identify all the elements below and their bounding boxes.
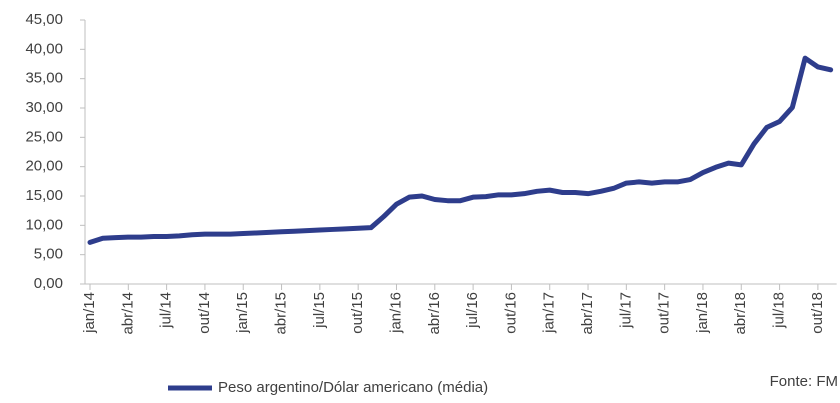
x-tick-label: out/17 xyxy=(656,292,673,334)
x-tick-label: jan/18 xyxy=(694,292,711,334)
x-tick-label: jan/15 xyxy=(234,292,251,334)
x-tick-label: out/18 xyxy=(809,292,826,334)
x-tick-label: jan/16 xyxy=(387,292,404,334)
y-tick-label: 40,00 xyxy=(25,40,63,57)
x-tick-label: out/16 xyxy=(502,292,519,334)
source-note: Fonte: FM xyxy=(770,373,838,390)
y-tick-label: 20,00 xyxy=(25,158,63,175)
y-tick-label: 5,00 xyxy=(34,246,63,263)
x-tick-label: jul/14 xyxy=(158,292,175,329)
y-tick-label: 10,00 xyxy=(25,216,63,233)
x-tick-label: jul/17 xyxy=(617,292,634,329)
x-tick-label: jul/15 xyxy=(311,292,328,329)
legend-label: Peso argentino/Dólar americano (média) xyxy=(218,379,488,396)
x-tick-label: out/14 xyxy=(196,292,213,334)
series-line xyxy=(87,55,834,245)
y-tick-label: 30,00 xyxy=(25,99,63,116)
x-tick-label: abr/17 xyxy=(579,292,596,335)
x-tick-label: abr/18 xyxy=(732,292,749,335)
y-tick-label: 35,00 xyxy=(25,70,63,87)
x-tick-label: jan/17 xyxy=(541,292,558,334)
y-tick-label: 25,00 xyxy=(25,128,63,145)
y-tick-label: 15,00 xyxy=(25,187,63,204)
x-tick-label: abr/15 xyxy=(273,292,290,335)
y-tick-label: 0,00 xyxy=(34,275,63,292)
x-tick-label: jul/18 xyxy=(771,292,788,329)
y-tick-label: 45,00 xyxy=(25,11,63,28)
x-tick-label: abr/14 xyxy=(119,292,136,335)
x-tick-label: abr/16 xyxy=(426,292,443,335)
x-tick-label: out/15 xyxy=(349,292,366,334)
x-tick-label: jan/14 xyxy=(81,292,98,334)
x-tick-label: jul/16 xyxy=(464,292,481,329)
